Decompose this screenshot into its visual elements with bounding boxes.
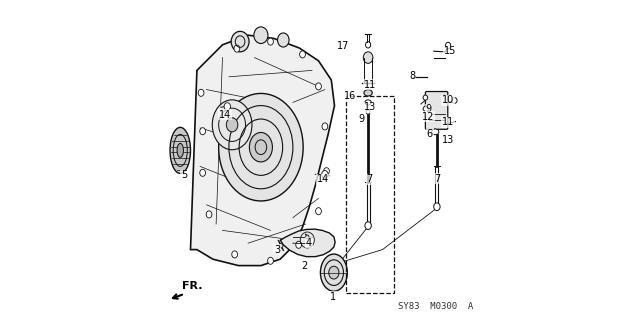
Ellipse shape xyxy=(445,42,450,49)
Ellipse shape xyxy=(320,254,347,291)
Text: 16: 16 xyxy=(345,91,357,101)
Text: 15: 15 xyxy=(443,46,456,56)
Ellipse shape xyxy=(268,257,273,264)
Ellipse shape xyxy=(278,33,289,47)
Ellipse shape xyxy=(279,244,283,248)
Text: 1: 1 xyxy=(330,292,336,302)
Ellipse shape xyxy=(366,42,371,48)
Text: 12: 12 xyxy=(422,112,434,122)
Text: 6: 6 xyxy=(427,129,433,139)
Text: 5: 5 xyxy=(181,170,187,180)
Ellipse shape xyxy=(434,203,440,211)
Bar xyxy=(347,96,394,293)
Ellipse shape xyxy=(322,171,328,178)
Text: 9: 9 xyxy=(358,114,364,124)
Text: 13: 13 xyxy=(442,135,454,145)
Ellipse shape xyxy=(218,93,303,201)
Text: 9: 9 xyxy=(426,104,431,115)
Ellipse shape xyxy=(363,52,373,63)
Ellipse shape xyxy=(170,127,190,173)
Ellipse shape xyxy=(364,90,372,96)
Ellipse shape xyxy=(296,241,301,248)
Ellipse shape xyxy=(365,100,371,105)
Ellipse shape xyxy=(423,95,427,100)
Ellipse shape xyxy=(231,31,249,52)
Text: 3: 3 xyxy=(274,244,280,255)
Ellipse shape xyxy=(322,123,328,130)
Text: 2: 2 xyxy=(301,261,307,271)
Ellipse shape xyxy=(306,235,309,239)
Ellipse shape xyxy=(226,118,238,132)
Ellipse shape xyxy=(249,132,273,162)
Text: 10: 10 xyxy=(442,95,454,106)
Ellipse shape xyxy=(200,169,206,176)
Ellipse shape xyxy=(254,27,268,44)
Text: 7: 7 xyxy=(434,173,441,184)
Ellipse shape xyxy=(177,143,183,157)
Ellipse shape xyxy=(224,103,231,110)
Ellipse shape xyxy=(423,106,429,111)
Ellipse shape xyxy=(212,100,252,150)
Text: 8: 8 xyxy=(409,71,415,81)
Ellipse shape xyxy=(366,110,370,114)
Ellipse shape xyxy=(324,168,329,175)
Text: 11: 11 xyxy=(364,80,376,90)
Ellipse shape xyxy=(315,83,322,90)
Ellipse shape xyxy=(452,98,457,103)
Text: 4: 4 xyxy=(306,237,312,248)
Text: 11: 11 xyxy=(442,117,454,127)
Ellipse shape xyxy=(232,251,238,258)
Ellipse shape xyxy=(200,128,206,135)
Ellipse shape xyxy=(234,45,240,52)
Text: FR.: FR. xyxy=(182,281,202,291)
FancyBboxPatch shape xyxy=(426,92,448,129)
Polygon shape xyxy=(190,35,334,266)
Polygon shape xyxy=(280,229,335,257)
Ellipse shape xyxy=(268,38,273,45)
Ellipse shape xyxy=(206,211,212,218)
Ellipse shape xyxy=(432,129,439,135)
Text: 14: 14 xyxy=(219,109,231,120)
Ellipse shape xyxy=(315,208,322,215)
Text: 7: 7 xyxy=(366,174,373,184)
FancyArrowPatch shape xyxy=(173,294,182,299)
Text: 13: 13 xyxy=(364,102,376,112)
Ellipse shape xyxy=(299,51,305,58)
Text: SY83  M0300  A: SY83 M0300 A xyxy=(399,302,474,311)
Text: 14: 14 xyxy=(317,174,329,184)
Ellipse shape xyxy=(198,89,204,96)
Text: 17: 17 xyxy=(337,41,350,52)
Ellipse shape xyxy=(365,222,371,229)
Ellipse shape xyxy=(329,266,339,279)
